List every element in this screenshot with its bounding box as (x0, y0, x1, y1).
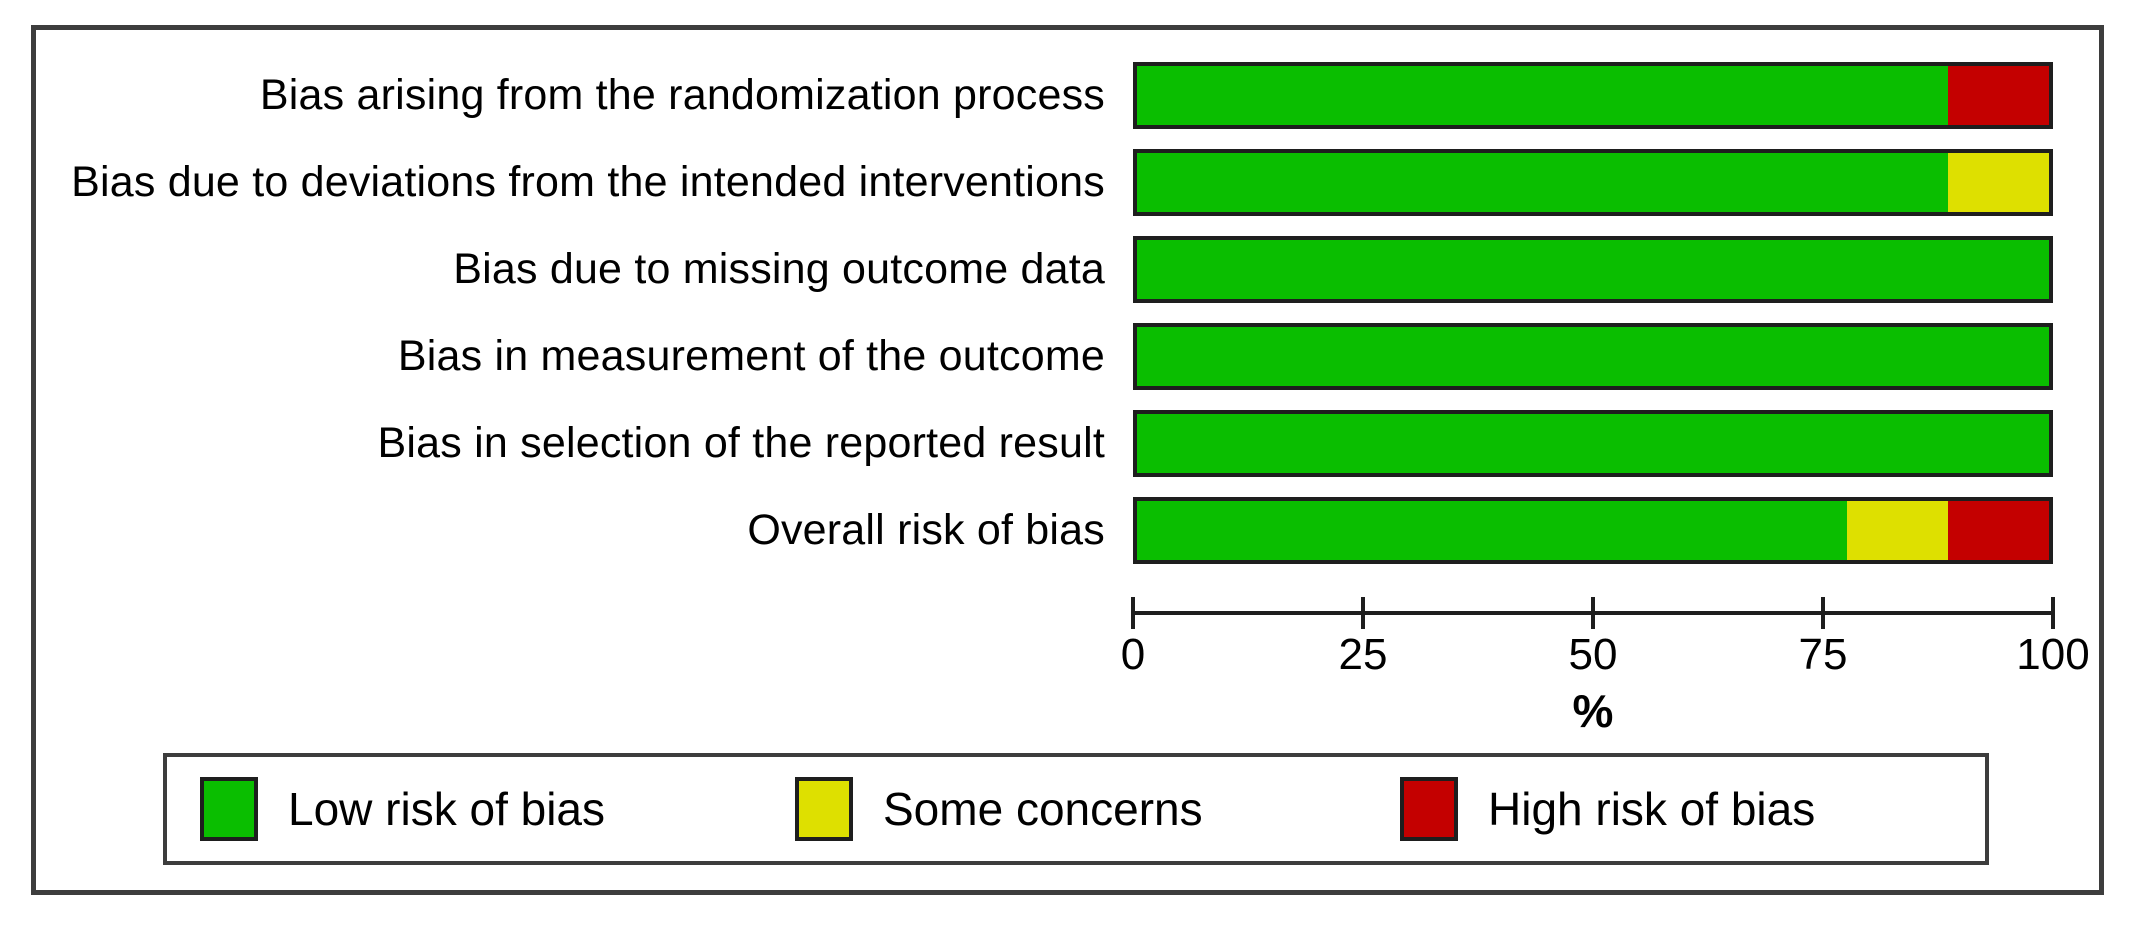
bar-segment-low-risk-of-bias (1137, 153, 1948, 212)
stacked-bar (1133, 323, 2053, 390)
x-axis-tick-label: 25 (1338, 630, 1388, 679)
x-axis-tick-mark (2051, 597, 2055, 629)
stacked-bar (1133, 62, 2053, 129)
x-axis-tick-label: 50 (1568, 630, 1618, 679)
x-axis-label: % (1572, 685, 1614, 737)
x-axis-tick-mark (1591, 597, 1595, 629)
legend-label: Low risk of bias (288, 783, 606, 835)
chart-row: Bias arising from the randomization proc… (0, 62, 2139, 129)
legend-item: Low risk of bias (200, 757, 605, 861)
category-label: Bias due to deviations from the intended… (71, 158, 1105, 206)
bar-segment-low-risk-of-bias (1137, 66, 1948, 125)
stacked-bar (1133, 497, 2053, 564)
bar-segment-some-concerns (1846, 501, 1948, 560)
legend-label: High risk of bias (1488, 783, 1816, 835)
bar-segment-low-risk-of-bias (1137, 501, 1847, 560)
stacked-bar (1133, 149, 2053, 216)
x-axis-tick-label: 100 (2016, 630, 2090, 679)
category-label: Overall risk of bias (747, 506, 1105, 554)
legend-swatch (795, 777, 853, 841)
bar-segment-low-risk-of-bias (1137, 414, 2049, 473)
bar-segment-low-risk-of-bias (1137, 327, 2049, 386)
bar-segment-high-risk-of-bias (1947, 66, 2049, 125)
chart-row: Overall risk of bias (0, 497, 2139, 564)
stacked-bar (1133, 410, 2053, 477)
category-label: Bias in measurement of the outcome (397, 332, 1105, 380)
category-label: Bias in selection of the reported result (377, 419, 1105, 467)
legend-label: Some concerns (883, 783, 1203, 835)
bar-segment-low-risk-of-bias (1137, 240, 2049, 299)
x-axis-tick-mark (1131, 597, 1135, 629)
chart-row: Bias due to deviations from the intended… (0, 149, 2139, 216)
bar-segment-high-risk-of-bias (1947, 501, 2049, 560)
legend: Low risk of bias Some concerns High risk o… (163, 753, 1989, 865)
stacked-bar (1133, 236, 2053, 303)
chart-row: Bias in measurement of the outcome (0, 323, 2139, 390)
legend-item: High risk of bias (1400, 757, 1815, 861)
chart-row: Bias in selection of the reported result (0, 410, 2139, 477)
x-axis-tick-mark (1821, 597, 1825, 629)
bar-segment-some-concerns (1947, 153, 2049, 212)
legend-swatch (1400, 777, 1458, 841)
category-label: Bias due to missing outcome data (453, 245, 1105, 293)
x-axis-tick-label: 75 (1798, 630, 1848, 679)
legend-item: Some concerns (795, 757, 1203, 861)
x-axis-tick-label: 0 (1120, 630, 1146, 679)
chart-row: Bias due to missing outcome data (0, 236, 2139, 303)
category-label: Bias arising from the randomization proc… (259, 71, 1105, 119)
x-axis-tick-mark (1361, 597, 1365, 629)
legend-swatch (200, 777, 258, 841)
